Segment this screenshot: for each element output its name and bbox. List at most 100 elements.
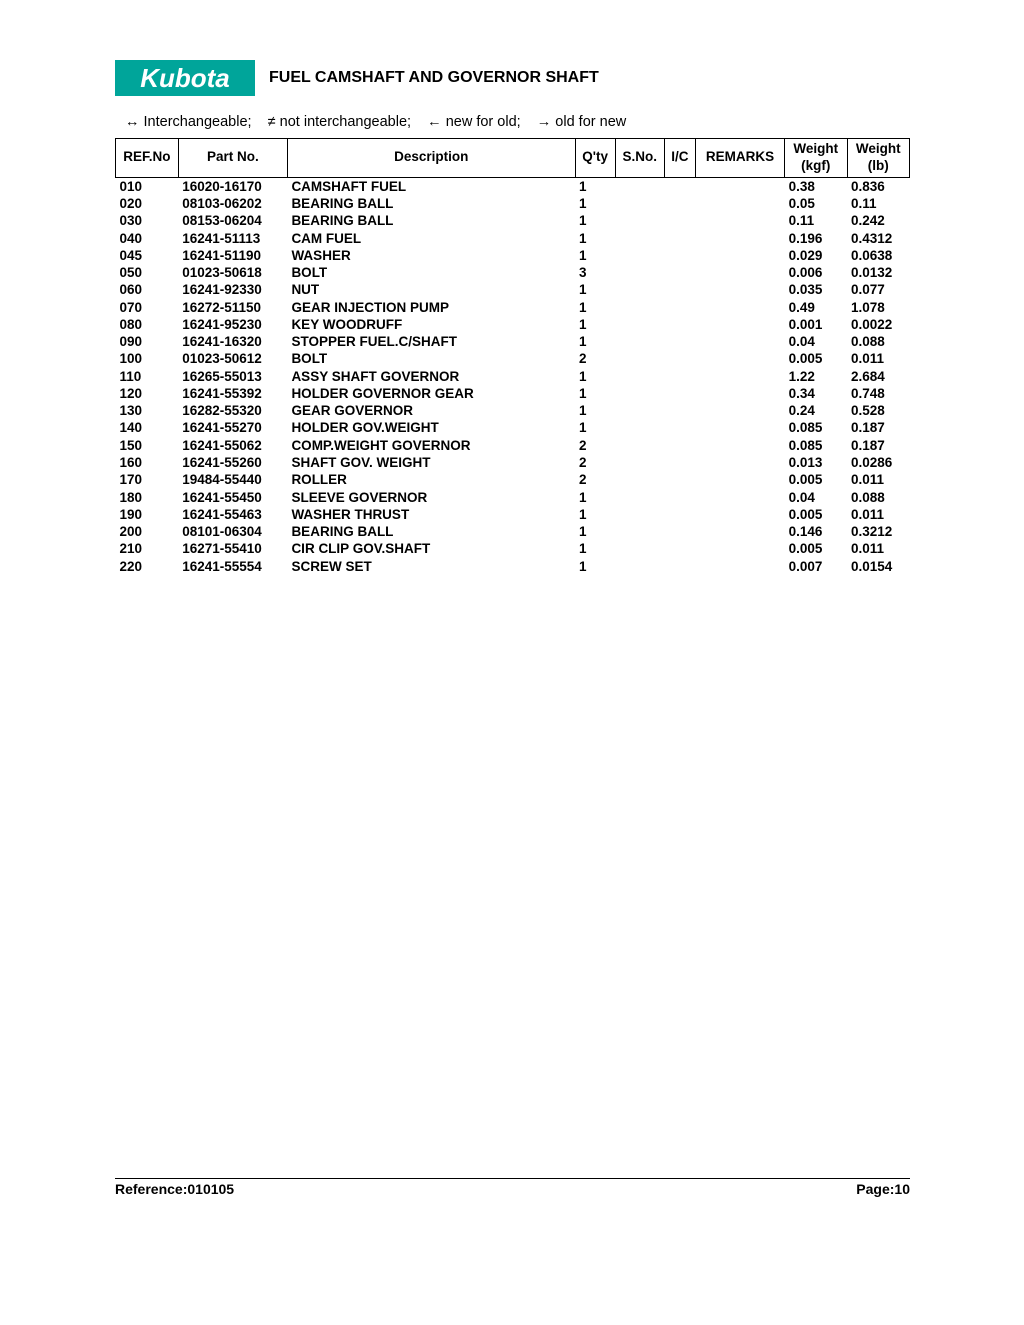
cell-partno: 16241-55260 [178,454,287,471]
kubota-logo: Kubota [115,60,255,96]
cell-weight-lb: 0.0638 [847,247,909,264]
cell-sno [615,230,664,247]
cell-sno [615,471,664,488]
cell-weight-kgf: 0.013 [785,454,847,471]
cell-description: BEARING BALL [287,212,575,229]
cell-partno: 16241-55062 [178,437,287,454]
cell-weight-kgf: 0.24 [785,402,847,419]
cell-refno: 210 [116,540,179,557]
wlb-line2: (lb) [868,158,889,173]
cell-weight-lb: 2.684 [847,368,909,385]
wkg-line2: (kgf) [801,158,830,173]
cell-description: CAMSHAFT FUEL [287,177,575,195]
cell-refno: 030 [116,212,179,229]
cell-refno: 010 [116,177,179,195]
cell-weight-kgf: 0.001 [785,316,847,333]
cell-weight-kgf: 0.04 [785,333,847,350]
cell-ic [664,299,695,316]
cell-remarks [695,195,784,212]
cell-weight-kgf: 0.005 [785,350,847,367]
reference: Reference:010105 [115,1181,234,1197]
table-row: 05001023-50618BOLT30.0060.0132 [116,264,910,281]
cell-remarks [695,454,784,471]
cell-remarks [695,316,784,333]
cell-qty: 1 [575,523,615,540]
cell-weight-lb: 0.242 [847,212,909,229]
cell-sno [615,264,664,281]
page-title: FUEL CAMSHAFT AND GOVERNOR SHAFT [269,69,599,87]
page-footer: Reference:010105 Page:10 [115,1178,910,1197]
cell-sno [615,558,664,575]
cell-remarks [695,558,784,575]
cell-weight-kgf: 0.04 [785,489,847,506]
cell-ic [664,437,695,454]
cell-description: GEAR INJECTION PUMP [287,299,575,316]
cell-qty: 1 [575,385,615,402]
cell-weight-kgf: 0.05 [785,195,847,212]
cell-description: STOPPER FUEL.C/SHAFT [287,333,575,350]
interchangeability-legend: ↔ Interchangeable; ≠ not interchangeable… [115,114,910,130]
cell-description: ROLLER [287,471,575,488]
cell-remarks [695,212,784,229]
cell-partno: 01023-50618 [178,264,287,281]
cell-partno: 08153-06204 [178,212,287,229]
cell-refno: 160 [116,454,179,471]
cell-partno: 16271-55410 [178,540,287,557]
cell-ic [664,177,695,195]
cell-description: GEAR GOVERNOR [287,402,575,419]
cell-remarks [695,419,784,436]
cell-remarks [695,402,784,419]
cell-remarks [695,437,784,454]
table-row: 16016241-55260SHAFT GOV. WEIGHT20.0130.0… [116,454,910,471]
cell-remarks [695,281,784,298]
cell-qty: 1 [575,316,615,333]
col-desc: Description [287,139,575,178]
cell-weight-kgf: 1.22 [785,368,847,385]
cell-qty: 1 [575,402,615,419]
cell-refno: 050 [116,264,179,281]
header-row: REF.No Part No. Description Q'ty S.No. I… [116,139,910,178]
cell-partno: 16241-55270 [178,419,287,436]
cell-weight-lb: 0.3212 [847,523,909,540]
col-ic: I/C [664,139,695,178]
cell-description: SHAFT GOV. WEIGHT [287,454,575,471]
cell-remarks [695,540,784,557]
cell-weight-kgf: 0.005 [785,506,847,523]
cell-description: WASHER THRUST [287,506,575,523]
table-row: 14016241-55270HOLDER GOV.WEIGHT10.0850.1… [116,419,910,436]
cell-weight-lb: 0.187 [847,419,909,436]
wkg-line1: Weight [793,141,838,156]
cell-remarks [695,506,784,523]
cell-sno [615,281,664,298]
cell-qty: 1 [575,419,615,436]
cell-weight-kgf: 0.146 [785,523,847,540]
cell-qty: 1 [575,333,615,350]
cell-qty: 1 [575,177,615,195]
cell-sno [615,177,664,195]
cell-qty: 1 [575,506,615,523]
cell-refno: 170 [116,471,179,488]
cell-refno: 040 [116,230,179,247]
cell-description: BOLT [287,264,575,281]
cell-sno [615,212,664,229]
parts-table: REF.No Part No. Description Q'ty S.No. I… [115,138,910,575]
cell-partno: 16282-55320 [178,402,287,419]
cell-ic [664,195,695,212]
cell-partno: 16241-55392 [178,385,287,402]
reference-value: 010105 [187,1181,234,1197]
cell-ic [664,212,695,229]
cell-remarks [695,177,784,195]
cell-weight-lb: 1.078 [847,299,909,316]
header: Kubota FUEL CAMSHAFT AND GOVERNOR SHAFT [115,60,910,96]
cell-sno [615,402,664,419]
cell-refno: 190 [116,506,179,523]
cell-weight-lb: 0.11 [847,195,909,212]
table-row: 04016241-51113CAM FUEL10.1960.4312 [116,230,910,247]
cell-partno: 16241-55463 [178,506,287,523]
cell-ic [664,471,695,488]
cell-refno: 110 [116,368,179,385]
cell-weight-lb: 0.088 [847,489,909,506]
cell-refno: 090 [116,333,179,350]
cell-weight-kgf: 0.005 [785,540,847,557]
table-row: 21016271-55410CIR CLIP GOV.SHAFT10.0050.… [116,540,910,557]
